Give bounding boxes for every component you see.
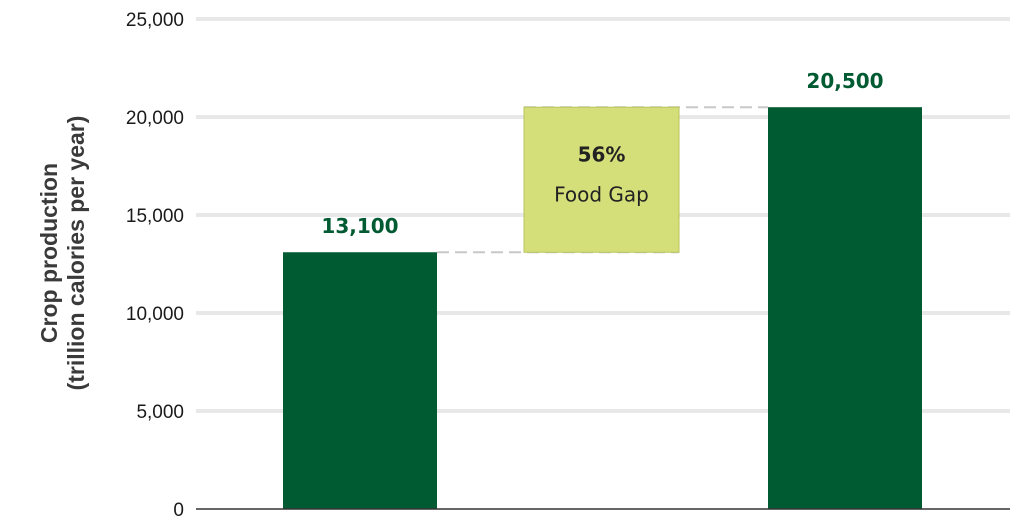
y-tick-label: 0 [173, 500, 184, 521]
y-tick-label: 5,000 [136, 402, 184, 423]
food-gap-box: 56% Food Gap [523, 106, 680, 253]
bar [283, 252, 437, 510]
y-axis-label-line2: (trillion calories per year) [63, 116, 89, 391]
y-axis-label-line1: Crop production [36, 163, 62, 343]
y-axis-ticks: 0 5,000 10,000 15,000 20,000 25,000 [126, 10, 184, 521]
food-gap-rect [523, 106, 680, 253]
data-label: 20,500 [806, 69, 883, 93]
data-labels: 13,100 20,500 [321, 69, 883, 238]
y-tick-label: 10,000 [126, 304, 184, 325]
bar [768, 107, 922, 509]
y-tick-label: 25,000 [126, 10, 184, 31]
y-tick-label: 20,000 [126, 108, 184, 129]
food-gap-percent: 56% [578, 143, 626, 167]
data-label: 13,100 [321, 214, 398, 238]
bars [283, 107, 922, 510]
food-gap-label: Food Gap [554, 183, 649, 207]
y-tick-label: 15,000 [126, 206, 184, 227]
